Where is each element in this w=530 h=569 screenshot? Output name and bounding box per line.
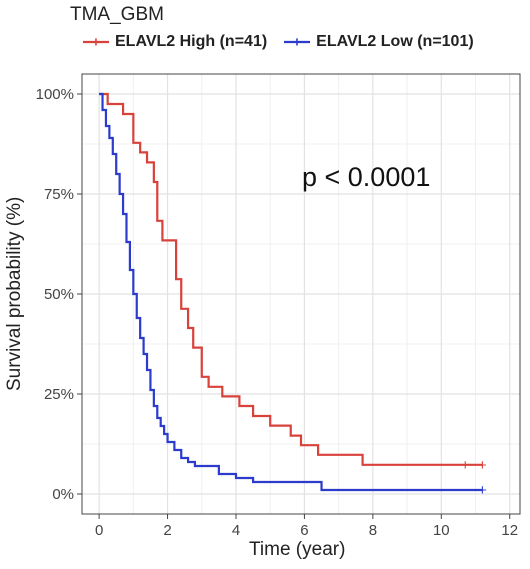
y-tick-label: 25% xyxy=(44,386,74,403)
km-curve-low xyxy=(99,92,483,492)
x-tick-label: 0 xyxy=(95,522,103,539)
x-tick-label: 4 xyxy=(232,522,240,539)
y-tick-label: 75% xyxy=(44,186,74,203)
legend-item-high: + ELAVL2 High (n=41) xyxy=(82,33,267,51)
y-tick-label: 50% xyxy=(44,286,74,303)
y-axis-label: Survival probability (%) xyxy=(4,196,25,392)
x-tick-label: 6 xyxy=(300,522,308,539)
legend: + ELAVL2 High (n=41) + ELAVL2 Low (n=101… xyxy=(82,33,484,51)
y-tick-label: 0% xyxy=(52,486,74,503)
y-tick-label: 100% xyxy=(36,86,74,103)
legend-label-low: ELAVL2 Low (n=101) xyxy=(316,33,474,50)
legend-key-high: + xyxy=(83,36,109,48)
censor-mark: + xyxy=(478,457,487,474)
x-tick-label: 10 xyxy=(433,522,450,539)
x-axis-label: Time (year) xyxy=(249,539,346,560)
svg-text:+: + xyxy=(293,36,301,48)
x-tick-label: 2 xyxy=(163,522,171,539)
legend-key-low: + xyxy=(284,36,311,48)
legend-title: TMA_GBM xyxy=(70,4,164,25)
p-value-annotation: p < 0.0001 xyxy=(302,162,431,192)
svg-text:+: + xyxy=(92,36,100,48)
legend-label-high: ELAVL2 High (n=41) xyxy=(115,33,268,50)
x-tick-label: 12 xyxy=(501,522,518,539)
x-tick-label: 8 xyxy=(369,522,377,539)
censor-mark: + xyxy=(478,482,487,499)
km-curve-high xyxy=(99,92,483,466)
censor-mark: + xyxy=(461,457,470,474)
legend-item-low: + ELAVL2 Low (n=101) xyxy=(283,33,474,51)
